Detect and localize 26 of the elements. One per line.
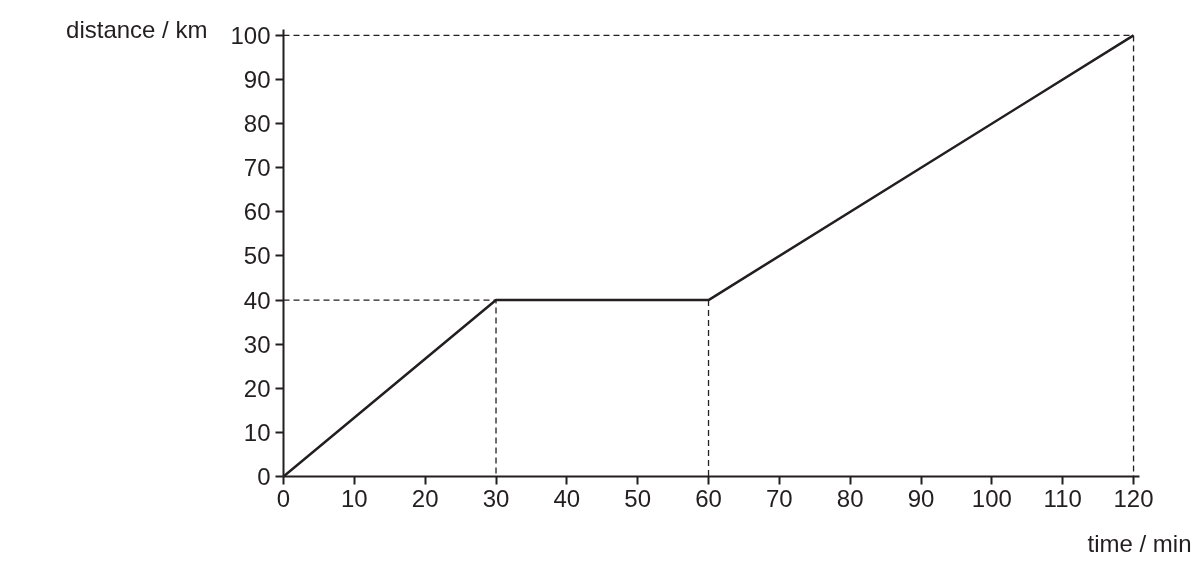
- y-tick-label: 50: [243, 242, 271, 270]
- x-tick-label: 80: [836, 484, 864, 512]
- y-tick-label: 100: [230, 21, 271, 49]
- y-axis-title: distance / km: [66, 16, 208, 43]
- x-tick-label: 60: [695, 484, 722, 512]
- x-tick-label: 120: [1113, 484, 1154, 512]
- x-tick-label: 100: [971, 484, 1012, 512]
- y-tick-label: 10: [243, 418, 271, 446]
- y-tick-label: 60: [243, 198, 271, 226]
- y-tick-label: 20: [243, 374, 271, 402]
- y-tick-label: 40: [243, 286, 271, 314]
- y-tick-label: 70: [243, 154, 271, 182]
- x-tick-label: 10: [340, 484, 368, 512]
- y-tick-label: 30: [243, 330, 271, 358]
- x-tick-label: 50: [624, 484, 652, 512]
- y-tick-label: 80: [243, 110, 271, 138]
- x-axis-title: time / min: [1087, 529, 1192, 557]
- y-tick-label: 90: [243, 66, 271, 94]
- x-tick-label: 70: [766, 484, 793, 512]
- x-tick-label: 0: [276, 484, 291, 512]
- x-tick-label: 20: [411, 484, 439, 512]
- x-tick-label: 30: [482, 484, 510, 512]
- x-tick-label: 90: [907, 484, 935, 512]
- y-tick-label: 0: [257, 463, 271, 490]
- x-tick-label: 110: [1043, 484, 1082, 512]
- x-tick-label: 40: [553, 484, 581, 512]
